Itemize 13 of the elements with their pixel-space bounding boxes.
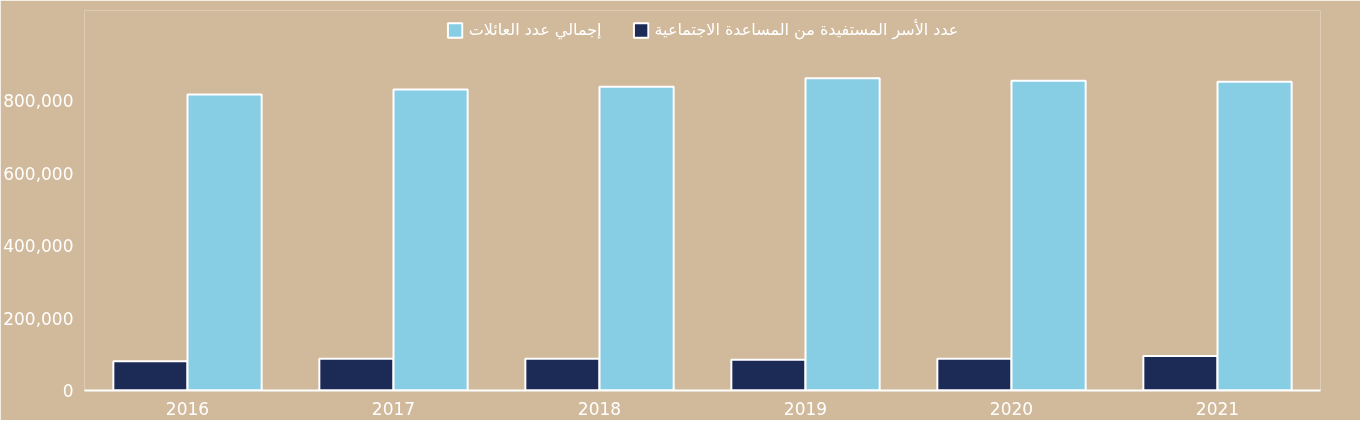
- x-tick-label: 2020: [989, 398, 1034, 419]
- x-tick-label: 2016: [165, 398, 210, 419]
- y-tick-label: 600,000: [3, 163, 74, 184]
- y-tick-label: 400,000: [3, 236, 74, 257]
- y-tick-label: 0: [62, 381, 74, 401]
- x-tick-label: 2017: [371, 398, 416, 419]
- y-tick-label: 200,000: [3, 308, 74, 329]
- x-tick-label: 2021: [1195, 398, 1240, 419]
- y-tick-label: 800,000: [3, 91, 74, 112]
- legend-label: عدد الأسر المستفيدة من المساعدة الاجتماعية: [654, 20, 959, 39]
- x-tick-label: 2019: [783, 398, 828, 419]
- legend-label: إجمالي عدد العائلات: [468, 20, 602, 39]
- x-tick-label: 2018: [577, 398, 622, 419]
